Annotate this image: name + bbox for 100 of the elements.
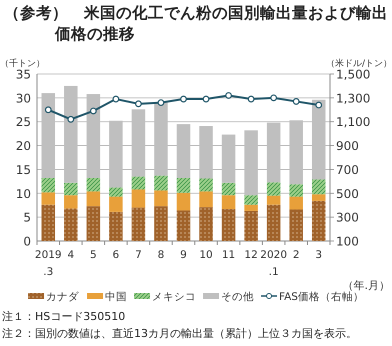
x-tick-label: 12	[244, 249, 258, 261]
bar	[154, 176, 168, 190]
x-tick-label: 2020 .1	[260, 249, 288, 278]
y2-tick-label: 100	[336, 234, 359, 248]
y-tick-label: 0	[23, 234, 31, 248]
point	[225, 92, 232, 99]
bar	[199, 126, 213, 178]
point	[158, 99, 164, 106]
bar	[222, 195, 236, 210]
text: 注１：HSコード350510	[2, 310, 126, 323]
x-tick-label: 8	[158, 249, 164, 261]
point	[202, 96, 210, 102]
bar	[42, 178, 56, 192]
bar	[64, 208, 78, 241]
bar	[312, 179, 326, 194]
x-tick-label: 9	[180, 249, 187, 261]
y-tick-label: 15	[16, 162, 31, 177]
x-tick-label: 2019 .3	[34, 249, 62, 278]
point	[67, 116, 74, 123]
legend-label: その他	[221, 291, 254, 303]
point	[135, 100, 142, 108]
y-tick-label: 20	[16, 139, 31, 154]
y-tick-label: 35	[16, 68, 31, 82]
y-tick-label: 25	[16, 115, 31, 130]
point	[180, 96, 187, 102]
bar	[154, 206, 168, 241]
point	[112, 96, 120, 102]
text: 注２：国別の数値は、直近13カ月の輸出量（累計）上位３カ国を表示。	[2, 327, 357, 340]
bar	[132, 189, 146, 208]
legend-label: 中国	[105, 290, 128, 303]
bar	[312, 100, 326, 180]
bar	[86, 191, 100, 206]
point	[248, 96, 255, 102]
bar	[199, 191, 213, 208]
y-tick-label: 30	[16, 91, 31, 106]
y2-tick-label: 1,300	[336, 91, 370, 106]
bar	[289, 120, 303, 184]
legend-label: カナダ	[46, 291, 80, 303]
bar	[222, 134, 236, 183]
bar	[86, 94, 100, 178]
bar	[176, 124, 190, 178]
bar	[42, 192, 56, 205]
bar	[64, 195, 78, 209]
bar	[42, 204, 56, 241]
point	[270, 94, 278, 102]
y-axis-title: （千トン）	[0, 58, 45, 69]
y2-axis-title: （米ドル/トン）	[326, 58, 392, 69]
point	[292, 98, 300, 105]
bar	[199, 178, 213, 192]
y2-tick-label: 1,500	[336, 68, 370, 82]
y2-tick-label: 1,100	[336, 115, 370, 130]
x-tick-label: 10	[199, 249, 213, 261]
bar	[266, 182, 280, 196]
bar	[266, 204, 280, 241]
x-tick-label: 7	[135, 249, 142, 261]
bar	[244, 204, 258, 211]
bar	[42, 93, 56, 178]
bar	[222, 182, 236, 196]
bar	[86, 206, 100, 241]
x-tick-label: 3	[315, 249, 322, 261]
y2-tick-label: 700	[336, 162, 359, 177]
bar	[109, 188, 123, 197]
bar	[289, 184, 303, 197]
point	[90, 108, 97, 114]
bar	[109, 196, 123, 212]
bar	[64, 86, 78, 183]
legend-label: FAS価格（右軸）	[279, 290, 364, 303]
bar	[176, 178, 190, 193]
bar	[132, 176, 146, 190]
bar	[109, 212, 123, 241]
bar	[176, 210, 190, 241]
bar	[109, 120, 123, 188]
point	[315, 102, 322, 108]
bar	[154, 190, 168, 206]
y-tick-label: 5	[23, 210, 31, 225]
x-tick-label: 2	[292, 249, 300, 261]
chart-title: （参考） 米国の化工でん粉の国別輸出量および輸出価格の推移	[4, 4, 388, 43]
bar	[132, 109, 146, 177]
x-tick-label: 11	[222, 249, 236, 261]
bar	[132, 208, 146, 241]
bar	[312, 194, 326, 201]
bar	[222, 209, 236, 241]
bar	[154, 102, 168, 176]
bar	[199, 207, 213, 241]
bar	[64, 182, 78, 196]
bar	[266, 196, 280, 205]
y2-tick-label: 500	[336, 186, 359, 201]
bar	[266, 122, 280, 182]
point	[44, 106, 52, 114]
bar	[86, 178, 100, 192]
x-tick-label: 5	[90, 249, 97, 261]
y-tick-label: 10	[16, 186, 31, 201]
x-tick-label: 4	[67, 249, 74, 261]
bar	[244, 195, 258, 205]
bar	[244, 210, 258, 241]
y2-tick-label: 300	[336, 210, 359, 225]
x-tick-label: 6	[112, 249, 120, 261]
bar	[176, 192, 190, 210]
bar	[312, 200, 326, 241]
x-axis-title: （年.月）	[342, 279, 390, 292]
